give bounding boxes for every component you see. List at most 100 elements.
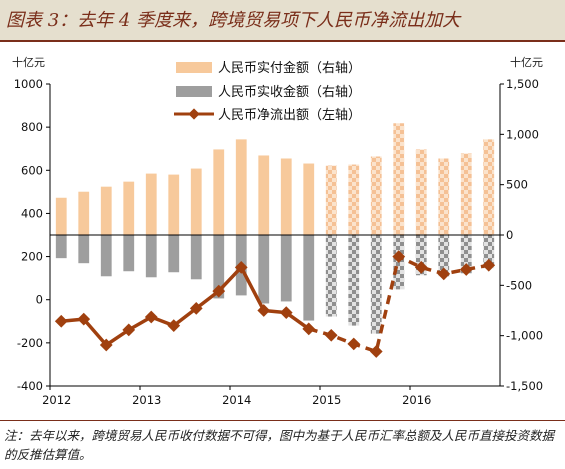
legend-label-paid: 人民币实付金额（右轴） [218,60,361,76]
chart: 十亿元 十亿元 -400 -200 0 200 400 600 800 1000 -1,500… [12,55,543,407]
left-axis: -400 -200 0 200 400 600 800 1000 [14,77,51,393]
title-divider [0,40,565,42]
net-point [347,337,361,351]
net-point [99,338,113,352]
title-bar [0,0,565,40]
left-tick-label: -400 [17,379,43,393]
legend-marker-net [188,108,200,120]
footnote: 注：去年以来，跨境贸易人民币收付数据不可得，图中为基于人民币汇率总额及人民币直接… [4,428,555,462]
bar-received [325,235,337,317]
bar-paid [303,163,315,235]
bar-received [438,235,450,277]
right-tick-label: 1,000 [506,127,539,141]
bar-paid [145,173,157,235]
bar-received [258,235,270,304]
bar-received [348,235,360,326]
x-tick-label: 2014 [222,393,251,407]
bar-paid [483,139,495,235]
net-point [482,258,496,272]
net-point [77,312,91,326]
bar-paid [258,155,270,235]
right-tick-label: -500 [506,278,532,292]
bar-received [190,235,202,280]
x-tick-label: 2015 [312,393,341,407]
series-received-bars [55,235,495,334]
right-tick-label: 0 [506,228,513,242]
right-axis: -1,500 -1,000 -500 0 500 1,000 1,500 [499,77,543,393]
legend: 人民币实付金额（右轴） 人民币实收金额（右轴） 人民币净流出额（左轴） [174,60,361,123]
legend-label-received: 人民币实收金额（右轴） [218,84,361,100]
net-point [212,284,226,298]
net-point [324,328,338,342]
series-net-outflow-line [54,250,496,358]
bar-paid [280,158,292,235]
bar-received [483,235,495,269]
bar-paid [415,149,427,235]
x-tick-label: 2016 [402,393,431,407]
net-point [302,322,316,336]
bar-paid [325,165,337,235]
bar-paid [123,181,135,235]
bar-paid [78,191,90,235]
left-tick-label: 200 [21,250,43,264]
net-point [189,301,203,315]
bar-paid [213,149,225,235]
bar-paid [55,197,67,235]
bar-received [145,235,157,278]
net-point [167,319,181,332]
bar-received [303,235,315,321]
bar-paid [348,164,360,235]
net-point [122,323,136,337]
net-point [257,304,271,317]
legend-label-net: 人民币净流出额（左轴） [218,108,361,123]
footnote-divider [0,420,565,421]
bar-paid [393,123,405,235]
series-paid-bars [55,123,495,235]
left-tick-label: 400 [21,206,43,220]
right-tick-label: -1,500 [506,379,543,393]
x-axis: 2012 2013 2014 2015 2016 [42,385,500,407]
bar-received [78,235,90,264]
net-point [459,263,473,276]
bar-paid [168,174,180,235]
bar-paid [438,158,450,235]
right-tick-label: -1,000 [506,329,543,343]
bar-received [123,235,135,272]
left-tick-label: -200 [17,336,43,350]
bar-received [370,235,382,334]
left-tick-label: 0 [36,293,43,307]
net-point [144,310,158,324]
bar-received [55,235,67,259]
legend-swatch-received [176,86,212,97]
net-point [369,345,383,358]
bar-paid [460,153,472,235]
chart-title: 图表 3：去年 4 季度来，跨境贸易项下人民币净流出加大 [6,10,461,31]
bar-paid [370,156,382,235]
right-tick-label: 1,500 [506,77,539,91]
left-axis-unit: 十亿元 [12,55,45,69]
net-point [54,314,68,328]
bar-paid [235,139,247,235]
net-point [414,260,428,274]
bar-received [168,235,180,273]
bar-received [460,235,472,274]
legend-swatch-paid [176,62,212,73]
left-tick-label: 600 [21,163,43,177]
net-point [234,260,248,274]
bar-received [100,235,112,277]
right-axis-unit: 十亿元 [510,55,543,69]
bar-paid [190,168,202,235]
bar-received [280,235,292,302]
x-tick-label: 2013 [132,393,161,407]
net-point [437,267,451,281]
left-tick-label: 1000 [14,77,43,91]
bar-received [213,235,225,299]
bar-paid [100,186,112,235]
bar-received [415,235,427,276]
net-point [392,250,406,263]
net-point [279,306,293,320]
net-line-actual [61,265,310,347]
right-tick-label: 500 [506,178,528,192]
left-tick-label: 800 [21,120,43,134]
x-tick-label: 2012 [42,393,71,407]
